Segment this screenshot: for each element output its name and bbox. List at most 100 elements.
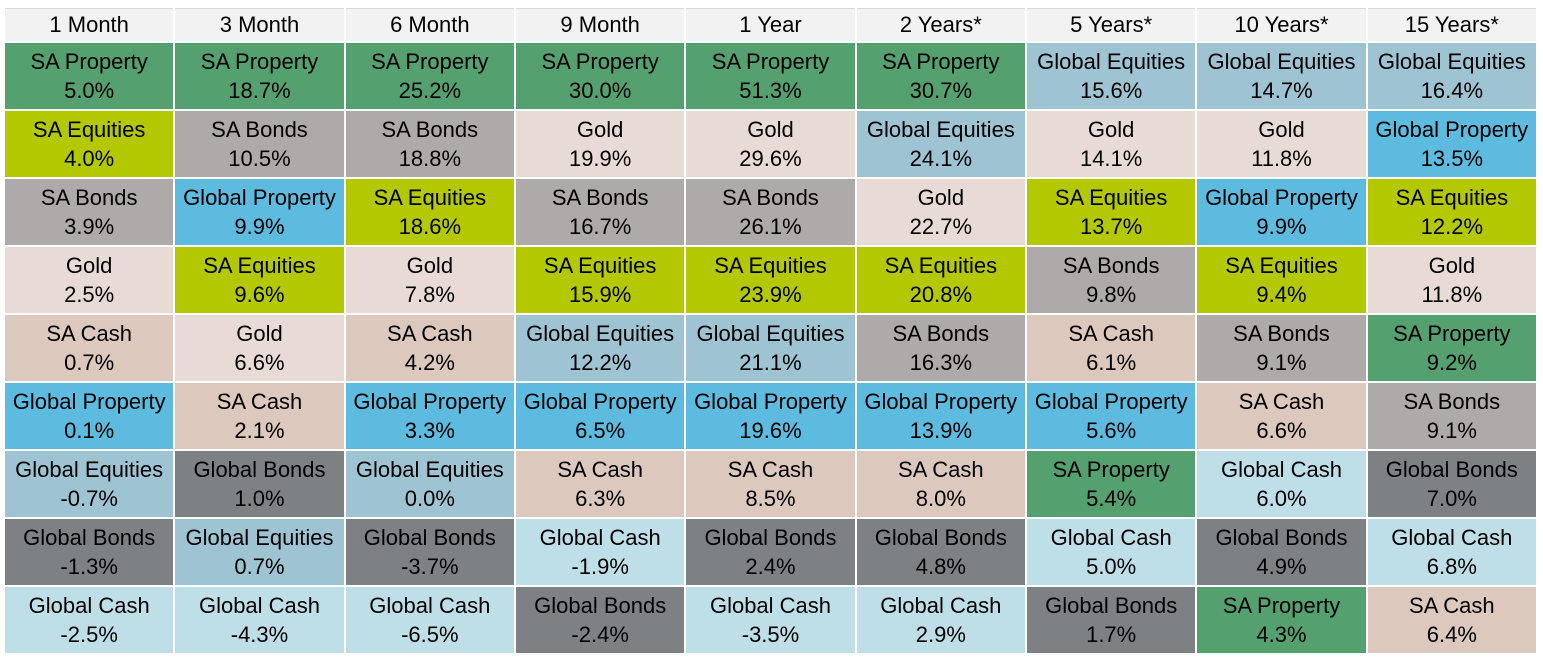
asset-label: Global Bonds <box>534 593 667 618</box>
cell-global-property: Global Property 3.3% <box>345 383 514 449</box>
cell-global-equities: Global Equities 0.7% <box>175 519 344 585</box>
cell-gold: Gold 6.6% <box>175 315 344 381</box>
return-value: 9.4% <box>1256 282 1307 307</box>
return-value: 9.9% <box>1256 214 1307 239</box>
return-value: 30.0% <box>568 78 632 103</box>
asset-label: SA Bonds <box>211 117 308 142</box>
return-value: -4.3% <box>230 622 289 647</box>
return-value: 29.6% <box>739 146 802 171</box>
return-value: -1.3% <box>60 554 118 579</box>
cell-gold: Gold 19.9% <box>515 111 685 177</box>
cell-global-bonds: Global Bonds 4.9% <box>1197 519 1366 585</box>
cell-sa-bonds: SA Bonds 18.8% <box>345 111 514 177</box>
cell-sa-cash: SA Cash 2.1% <box>175 383 344 449</box>
return-value: 6.0% <box>1256 486 1307 511</box>
asset-label: SA Property <box>371 49 489 74</box>
cell-global-cash: Global Cash -6.5% <box>345 587 514 653</box>
return-value: 16.7% <box>568 214 632 239</box>
asset-label: Global Equities <box>526 321 675 346</box>
cell-gold: Gold 11.8% <box>1367 247 1536 313</box>
cell-sa-bonds: SA Bonds 3.9% <box>5 179 174 245</box>
return-value: 5.4% <box>1086 486 1137 511</box>
cell-sa-equities: SA Equities 20.8% <box>856 247 1025 313</box>
cell-sa-equities: SA Equities 4.0% <box>5 111 174 177</box>
asset-label: Global Bonds <box>193 457 326 482</box>
cell-sa-equities: SA Equities 23.9% <box>686 247 855 313</box>
return-value: 10.5% <box>228 146 291 171</box>
cell-global-cash: Global Cash 2.9% <box>856 587 1025 653</box>
asset-label: SA Cash <box>557 457 643 482</box>
return-value: 7.8% <box>404 282 455 307</box>
asset-label: SA Bonds <box>551 185 649 210</box>
asset-label: SA Property <box>882 49 1000 74</box>
return-value: 4.8% <box>915 554 966 579</box>
cell-gold: Gold 2.5% <box>5 247 174 313</box>
cell-global-cash: Global Cash -3.5% <box>686 587 855 653</box>
return-value: 2.4% <box>745 554 796 579</box>
cell-global-equities: Global Equities 16.4% <box>1367 43 1536 109</box>
return-value: 2.9% <box>915 622 966 647</box>
asset-label: SA Property <box>1052 457 1170 482</box>
return-value: 18.7% <box>228 78 291 103</box>
return-value: 13.5% <box>1420 146 1484 171</box>
cell-global-equities: Global Equities -0.7% <box>5 451 174 517</box>
asset-label: Global Cash <box>1050 525 1172 550</box>
return-value: 12.2% <box>1420 214 1484 239</box>
cell-sa-cash: SA Cash 4.2% <box>345 315 514 381</box>
cell-sa-bonds: SA Bonds 26.1% <box>686 179 855 245</box>
asset-label: SA Equities <box>373 185 487 210</box>
cell-sa-property: SA Property 5.0% <box>5 43 174 109</box>
cell-gold: Gold 14.1% <box>1026 111 1196 177</box>
return-value: -1.9% <box>571 554 629 579</box>
return-value: 21.1% <box>739 350 802 375</box>
asset-label: SA Equities <box>32 117 146 142</box>
cell-sa-bonds: SA Bonds 16.7% <box>515 179 685 245</box>
asset-label: SA Bonds <box>40 185 138 210</box>
return-value: 6.1% <box>1086 350 1137 375</box>
asset-label: SA Property <box>200 49 319 74</box>
asset-label: Gold <box>1428 253 1476 278</box>
asset-label: Global Cash <box>539 525 661 550</box>
asset-label: Global Property <box>694 389 847 414</box>
cell-sa-cash: SA Cash 8.0% <box>856 451 1025 517</box>
cell-global-bonds: Global Bonds 1.7% <box>1026 587 1196 653</box>
asset-label: Global Equities <box>185 525 334 550</box>
asset-label: Global Property <box>1034 389 1188 414</box>
column-header-10-years: 10 Years* <box>1197 8 1366 41</box>
cell-sa-cash: SA Cash 6.6% <box>1197 383 1366 449</box>
return-value: 9.2% <box>1426 350 1477 375</box>
return-value: 0.7% <box>234 554 285 579</box>
asset-label: SA Property <box>1393 321 1511 346</box>
return-value: 1.7% <box>1086 622 1137 647</box>
asset-label: Global Cash <box>880 593 1002 618</box>
return-value: 14.1% <box>1079 146 1143 171</box>
asset-label: Global Bonds <box>874 525 1007 550</box>
asset-label: SA Equities <box>543 253 657 278</box>
return-value: 5.0% <box>64 78 115 103</box>
asset-label: Global Cash <box>28 593 150 618</box>
return-value: -3.7% <box>401 554 459 579</box>
cell-global-bonds: Global Bonds 4.8% <box>856 519 1025 585</box>
cell-global-bonds: Global Bonds -1.3% <box>5 519 174 585</box>
return-value: 23.9% <box>739 282 802 307</box>
asset-label: Global Property <box>1205 185 1358 210</box>
return-value: -2.4% <box>571 622 629 647</box>
asset-label: Global Property <box>1375 117 1529 142</box>
cell-global-equities: Global Equities 21.1% <box>686 315 855 381</box>
asset-label: Global Cash <box>1391 525 1513 550</box>
return-value: 3.3% <box>404 418 455 443</box>
cell-sa-bonds: SA Bonds 9.1% <box>1197 315 1366 381</box>
cell-global-property: Global Property 9.9% <box>1197 179 1366 245</box>
cell-gold: Gold 22.7% <box>856 179 1025 245</box>
asset-label: Global Bonds <box>1045 593 1178 618</box>
column-header-2-years: 2 Years* <box>856 8 1025 41</box>
asset-label: Global Bonds <box>363 525 496 550</box>
asset-label: SA Cash <box>216 389 303 414</box>
asset-label: SA Equities <box>1395 185 1509 210</box>
cell-sa-bonds: SA Bonds 10.5% <box>175 111 344 177</box>
return-value: 0.0% <box>404 486 455 511</box>
return-value: 9.6% <box>234 282 285 307</box>
asset-label: Global Property <box>864 389 1018 414</box>
cell-global-bonds: Global Bonds -3.7% <box>345 519 514 585</box>
cell-sa-property: SA Property 30.0% <box>515 43 685 109</box>
